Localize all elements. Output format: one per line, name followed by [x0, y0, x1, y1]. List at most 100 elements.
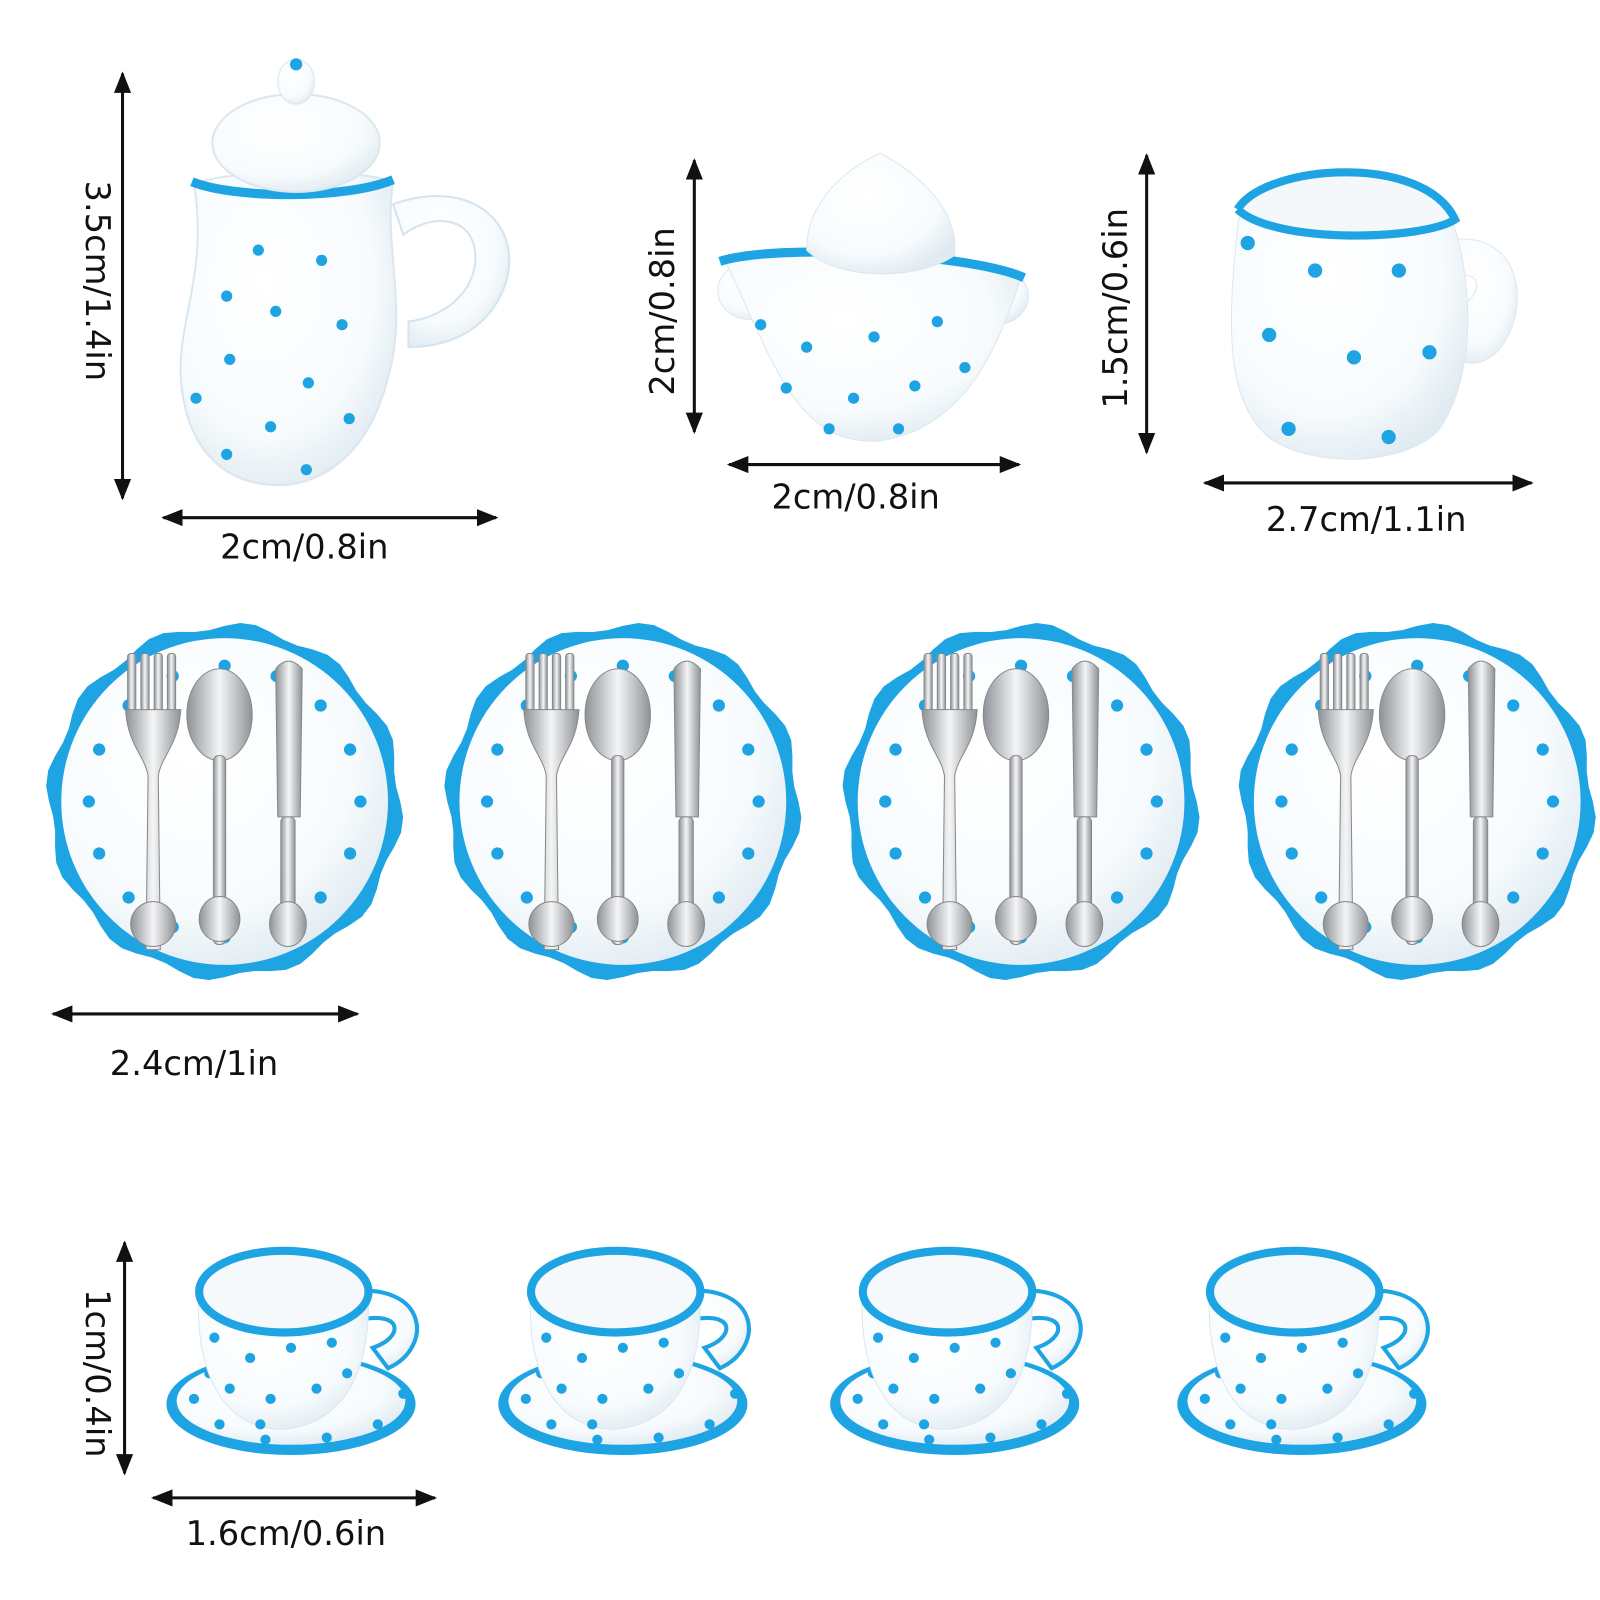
polka-dot: [300, 464, 312, 476]
polka-dot: [704, 1419, 715, 1430]
polka-dot: [1296, 1342, 1307, 1353]
teapot-width-label: 2cm/0.8in: [220, 528, 388, 567]
polka-dot: [1536, 743, 1549, 756]
sugar-bowl: [717, 152, 1029, 442]
polka-dot: [879, 795, 892, 808]
creamer-width-label: 2.7cm/1.1in: [1266, 500, 1467, 539]
polka-dot: [673, 1368, 685, 1379]
polka-dot: [873, 1332, 884, 1343]
polka-dot: [801, 341, 813, 353]
polka-dot: [892, 423, 905, 435]
plate-with-cutlery: [842, 623, 1200, 981]
polka-dot: [343, 413, 355, 425]
plate-with-cutlery: [46, 623, 404, 981]
polka-dot: [480, 795, 494, 808]
polka-dot: [190, 392, 202, 404]
polka-dot: [252, 244, 264, 256]
spoon: [1378, 668, 1446, 945]
polka-dot: [878, 1419, 889, 1430]
polka-dot: [1036, 1419, 1047, 1430]
polka-dot: [1262, 327, 1277, 343]
fork: [125, 652, 182, 951]
polka-dot: [1409, 1388, 1420, 1399]
polka-dot: [990, 1337, 1001, 1348]
polka-dot: [245, 1352, 256, 1364]
polka-dot: [742, 847, 755, 860]
polka-dot: [1199, 1393, 1210, 1404]
knife: [1461, 660, 1500, 948]
cup-with-saucer: [830, 1246, 1083, 1456]
polka-dot: [1281, 421, 1296, 436]
polka-dot: [1307, 263, 1323, 278]
polka-dot: [918, 891, 932, 904]
polka-dot: [658, 1337, 669, 1348]
polka-dot: [520, 891, 533, 904]
polka-dot: [1005, 1368, 1016, 1379]
polka-dot: [929, 1393, 940, 1404]
cup-with-saucer: [498, 1246, 751, 1456]
polka-dot: [209, 1332, 220, 1343]
polka-dot: [931, 316, 943, 328]
polka-dot: [949, 1342, 960, 1353]
polka-dot: [868, 331, 880, 343]
knife: [269, 660, 307, 948]
polka-dot: [1337, 1337, 1348, 1348]
polka-dot: [1422, 345, 1437, 360]
polka-dot: [909, 380, 921, 392]
cup-with-saucer: [166, 1246, 420, 1456]
knife: [667, 660, 706, 948]
polka-dot: [780, 382, 792, 394]
polka-dot: [302, 377, 314, 389]
spoon: [982, 668, 1050, 945]
polka-dot: [1140, 743, 1153, 756]
polka-dot: [1276, 1393, 1287, 1404]
teapot-rim: [190, 175, 395, 200]
polka-dot: [908, 1352, 919, 1364]
polka-dot: [556, 1383, 567, 1394]
polka-dot: [1391, 263, 1406, 278]
fork: [523, 652, 580, 951]
polka-dot: [270, 305, 282, 318]
polka-dot: [959, 361, 971, 374]
polka-dot: [617, 1342, 628, 1353]
polka-dot: [712, 699, 725, 712]
polka-dot: [918, 1419, 930, 1430]
polka-dot: [1381, 429, 1396, 445]
polka-dot: [336, 319, 348, 331]
polka-dot: [264, 421, 277, 433]
polka-dot: [314, 699, 327, 712]
teapot: [179, 58, 511, 487]
polka-dot: [1110, 699, 1124, 712]
polka-dot: [326, 1337, 337, 1348]
polka-dot: [852, 1393, 863, 1404]
polka-dot: [343, 743, 357, 756]
fork: [921, 652, 978, 951]
polka-dot: [597, 1393, 608, 1404]
polka-dot: [221, 290, 233, 302]
teapot-height-label: 3.5cm/1.4in: [78, 181, 117, 382]
polka-dot: [321, 1432, 332, 1443]
polka-dot: [255, 1419, 266, 1430]
polka-dot: [889, 743, 902, 756]
polka-dot: [314, 891, 327, 904]
polka-dot: [214, 1419, 225, 1430]
polka-dot: [1255, 1352, 1267, 1364]
polka-dot: [260, 1434, 271, 1445]
polka-dot: [924, 1434, 935, 1445]
polka-dot: [752, 795, 765, 808]
teapot-handle: [391, 195, 511, 349]
polka-dot: [1275, 795, 1288, 808]
polka-dot: [823, 423, 835, 435]
cup-height-label: 1cm/0.4in: [78, 1289, 117, 1457]
polka-dot: [1220, 1332, 1231, 1343]
sugar-bowl-height-label: 2cm/0.8in: [643, 227, 682, 395]
polka-dot: [311, 1383, 322, 1394]
polka-dot: [316, 254, 328, 266]
creamer: [1230, 168, 1518, 460]
polka-dot: [1225, 1419, 1236, 1430]
polka-dot: [1346, 350, 1362, 365]
plate-diameter-label: 2.4cm/1in: [110, 1044, 278, 1083]
polka-dot: [1266, 1419, 1277, 1430]
polka-dot: [643, 1383, 654, 1394]
polka-dot: [975, 1383, 986, 1394]
